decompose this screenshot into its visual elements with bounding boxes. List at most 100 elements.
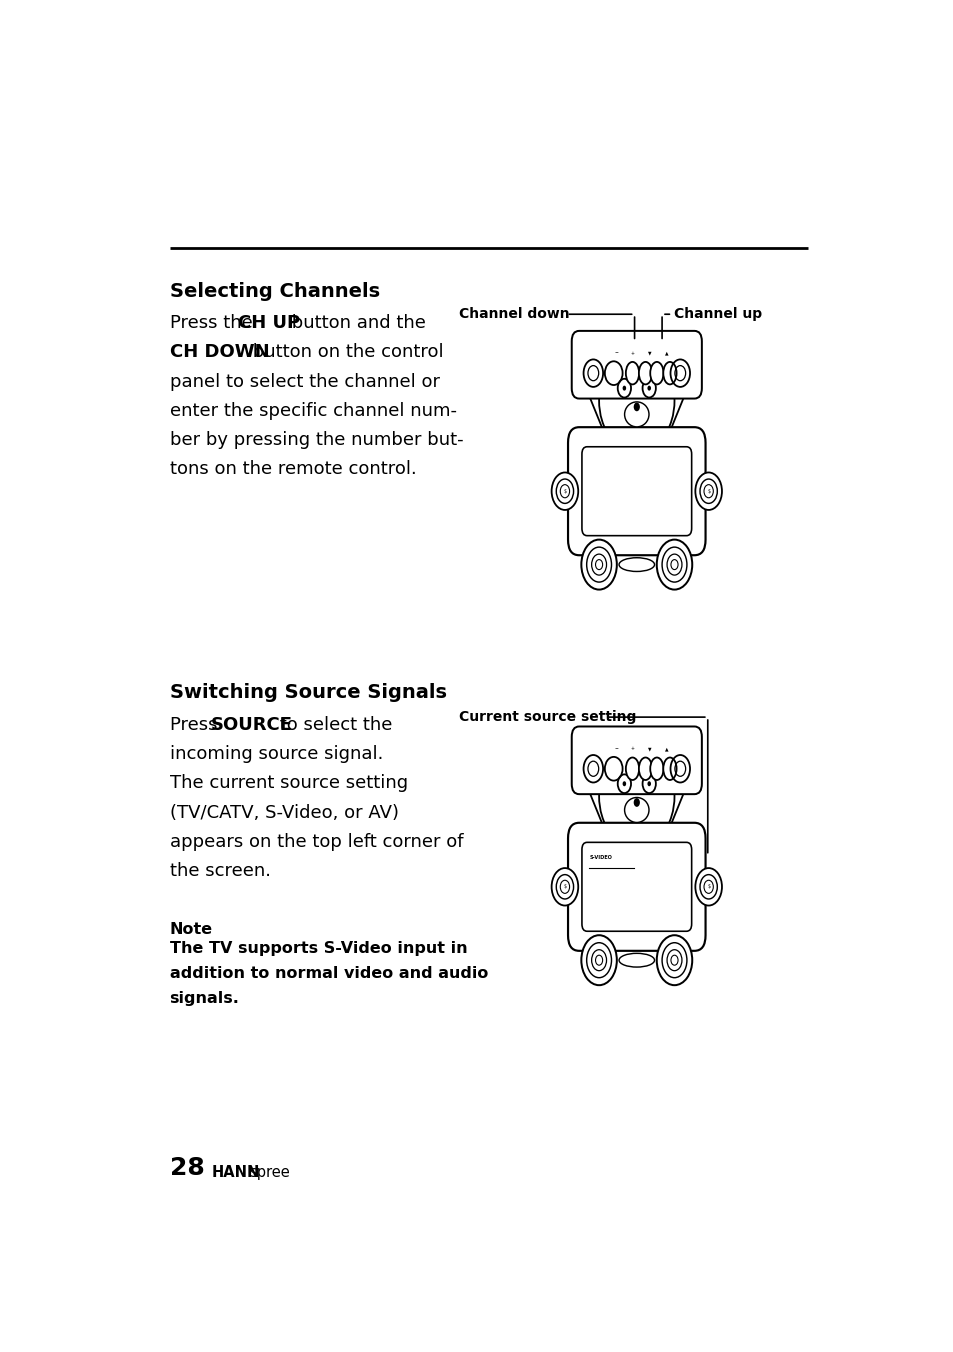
Circle shape <box>556 875 573 899</box>
Text: Channel up: Channel up <box>673 307 761 322</box>
Circle shape <box>586 548 611 583</box>
Text: the screen.: the screen. <box>170 861 271 880</box>
Ellipse shape <box>624 798 648 822</box>
Text: Switching Source Signals: Switching Source Signals <box>170 683 446 702</box>
Text: incoming source signal.: incoming source signal. <box>170 745 382 764</box>
Text: Current source setting: Current source setting <box>459 710 636 725</box>
Ellipse shape <box>598 745 674 848</box>
Circle shape <box>622 385 625 391</box>
Text: CH DOWN: CH DOWN <box>170 343 269 361</box>
Text: HANN: HANN <box>212 1165 260 1180</box>
Circle shape <box>559 880 569 894</box>
Text: −: − <box>615 746 618 752</box>
FancyBboxPatch shape <box>581 842 691 932</box>
Text: SOURCE: SOURCE <box>211 717 293 734</box>
Ellipse shape <box>594 749 618 780</box>
FancyBboxPatch shape <box>581 446 691 535</box>
Text: Press: Press <box>170 717 223 734</box>
Text: 28: 28 <box>170 1156 204 1180</box>
Text: ▲: ▲ <box>664 350 668 356</box>
Circle shape <box>670 560 678 569</box>
FancyBboxPatch shape <box>567 823 705 950</box>
Text: spree: spree <box>249 1165 290 1180</box>
Ellipse shape <box>598 349 674 452</box>
Ellipse shape <box>624 402 648 427</box>
Circle shape <box>670 956 678 965</box>
Ellipse shape <box>594 354 618 385</box>
Circle shape <box>647 385 650 391</box>
Ellipse shape <box>618 558 654 572</box>
Text: panel to select the channel or: panel to select the channel or <box>170 373 439 391</box>
Ellipse shape <box>639 757 652 780</box>
Text: $: $ <box>563 488 566 493</box>
Text: ▲: ▲ <box>664 746 668 752</box>
Text: button on the control: button on the control <box>247 343 443 361</box>
Circle shape <box>556 479 573 503</box>
Circle shape <box>595 956 602 965</box>
Circle shape <box>580 539 617 589</box>
Text: Note: Note <box>170 922 213 937</box>
Text: +: + <box>630 746 634 752</box>
Circle shape <box>647 781 650 787</box>
Ellipse shape <box>662 362 676 384</box>
Circle shape <box>591 554 606 575</box>
Text: S-VIDEO: S-VIDEO <box>589 854 612 860</box>
Polygon shape <box>585 388 687 435</box>
Circle shape <box>666 949 681 971</box>
Ellipse shape <box>618 953 654 967</box>
FancyBboxPatch shape <box>571 331 701 399</box>
Circle shape <box>695 472 721 510</box>
Text: ▼: ▼ <box>648 350 651 356</box>
Circle shape <box>661 548 686 583</box>
Circle shape <box>580 936 617 986</box>
Text: The current source setting: The current source setting <box>170 775 407 792</box>
FancyBboxPatch shape <box>567 427 705 556</box>
Circle shape <box>559 484 569 498</box>
Circle shape <box>591 949 606 971</box>
Circle shape <box>703 484 713 498</box>
Circle shape <box>703 880 713 894</box>
Text: $: $ <box>563 884 566 890</box>
Polygon shape <box>585 784 687 830</box>
Circle shape <box>633 798 639 807</box>
Text: (TV/CATV, S-Video, or AV): (TV/CATV, S-Video, or AV) <box>170 803 398 822</box>
Text: enter the specific channel num-: enter the specific channel num- <box>170 402 456 419</box>
Circle shape <box>695 868 721 906</box>
Text: to select the: to select the <box>274 717 393 734</box>
Ellipse shape <box>650 362 663 384</box>
Text: tons on the remote control.: tons on the remote control. <box>170 460 416 479</box>
Text: +: + <box>630 350 634 356</box>
Circle shape <box>656 936 692 986</box>
Circle shape <box>633 403 639 411</box>
Circle shape <box>551 472 578 510</box>
Ellipse shape <box>662 757 676 780</box>
Text: appears on the top left corner of: appears on the top left corner of <box>170 833 462 850</box>
Circle shape <box>595 560 602 569</box>
Circle shape <box>586 942 611 977</box>
Text: Channel down: Channel down <box>459 307 569 322</box>
Circle shape <box>666 554 681 575</box>
Text: CH UP: CH UP <box>238 314 300 333</box>
Ellipse shape <box>650 757 663 780</box>
FancyBboxPatch shape <box>571 726 701 794</box>
Circle shape <box>622 781 625 787</box>
Ellipse shape <box>625 757 639 780</box>
Circle shape <box>700 479 717 503</box>
Circle shape <box>700 875 717 899</box>
Text: ber by pressing the number but-: ber by pressing the number but- <box>170 431 462 449</box>
Ellipse shape <box>654 749 679 780</box>
Text: −: − <box>615 350 618 356</box>
Text: Selecting Channels: Selecting Channels <box>170 283 379 301</box>
Ellipse shape <box>625 362 639 384</box>
Ellipse shape <box>639 362 652 384</box>
Circle shape <box>656 539 692 589</box>
Circle shape <box>551 868 578 906</box>
Ellipse shape <box>654 354 679 385</box>
Text: The TV supports S-Video input in: The TV supports S-Video input in <box>170 941 467 956</box>
Text: Press the: Press the <box>170 314 257 333</box>
Text: ▼: ▼ <box>648 746 651 752</box>
Text: signals.: signals. <box>170 991 239 1006</box>
Circle shape <box>661 942 686 977</box>
Text: $: $ <box>706 884 709 890</box>
Text: $: $ <box>706 488 709 493</box>
